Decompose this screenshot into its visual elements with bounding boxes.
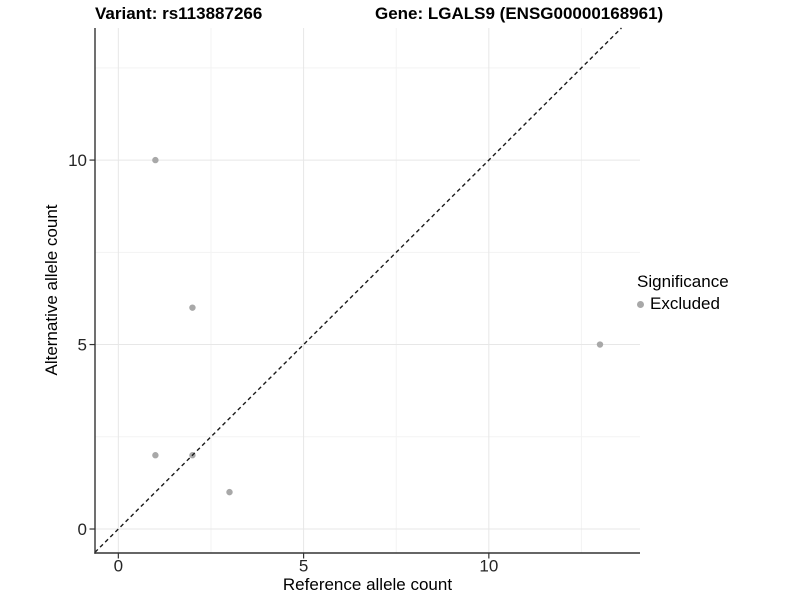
legend-marker-circle-icon bbox=[637, 300, 644, 308]
legend-entry-label: Excluded bbox=[650, 294, 720, 313]
legend-title: Significance bbox=[637, 272, 729, 291]
x-tick-label: 10 bbox=[479, 557, 498, 576]
data-point bbox=[152, 156, 159, 164]
y-tick-label: 10 bbox=[68, 151, 87, 170]
legend: Significance Excluded bbox=[637, 272, 729, 314]
y-tick-label: 0 bbox=[78, 520, 87, 539]
identity-line bbox=[94, 27, 622, 553]
x-tick-label: 5 bbox=[299, 557, 308, 576]
x-axis-title: Reference allele count bbox=[282, 575, 453, 594]
gene-title: Gene: LGALS9 (ENSG00000168961) bbox=[375, 4, 664, 23]
y-axis-title: Alternative allele count bbox=[42, 204, 61, 376]
data-point bbox=[152, 452, 159, 459]
data-point bbox=[226, 488, 233, 496]
x-tick-label: 0 bbox=[114, 557, 123, 576]
data-point bbox=[596, 341, 604, 348]
legend-entry: Excluded bbox=[637, 294, 729, 314]
data-point bbox=[189, 304, 196, 311]
variant-title: Variant: rs113887266 bbox=[95, 4, 263, 23]
y-tick-label: 5 bbox=[78, 336, 87, 355]
